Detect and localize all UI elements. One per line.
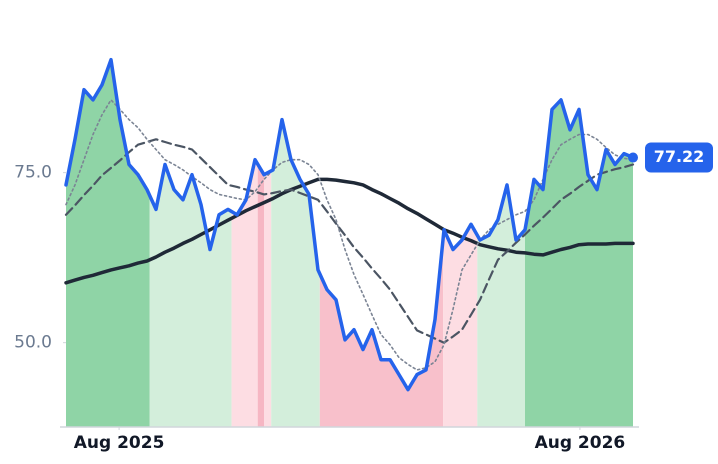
series-line xyxy=(64,57,635,392)
last-point xyxy=(628,152,638,163)
y-tick-label: 75.0 xyxy=(14,163,52,183)
series-line xyxy=(65,99,634,371)
series-line xyxy=(64,177,635,285)
regime-band xyxy=(231,59,258,427)
series-lines xyxy=(64,57,635,392)
regime-band xyxy=(443,59,478,427)
y-tick-label: 50.0 xyxy=(14,333,52,353)
regime-band xyxy=(477,59,525,427)
last-value-label: 77.22 xyxy=(654,147,705,166)
regime-band xyxy=(264,59,272,427)
x-tick-label: Aug 2025 xyxy=(74,433,165,453)
annotations: 77.22 xyxy=(628,142,713,173)
x-tick-label: Aug 2026 xyxy=(535,433,626,453)
regime-band xyxy=(525,59,633,427)
regime-band xyxy=(257,59,264,427)
last-value-badge xyxy=(645,142,713,173)
series-line xyxy=(64,138,635,344)
axes: 50.0 75.0 Aug 2025 Aug 2026 xyxy=(14,163,639,453)
regime-bands xyxy=(66,59,633,427)
